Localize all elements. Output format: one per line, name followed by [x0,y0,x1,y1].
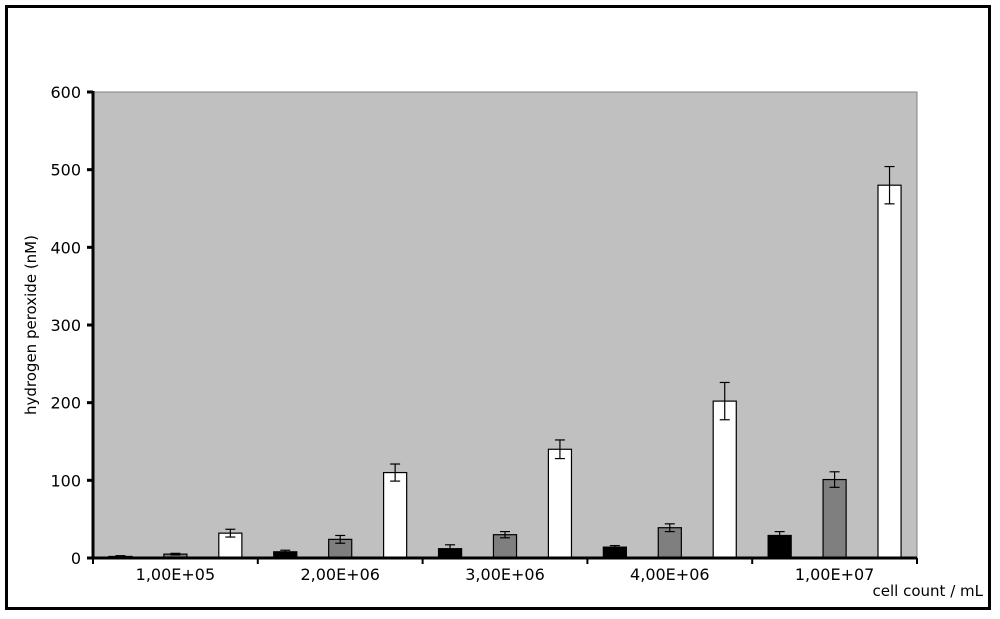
error-bar-s3-1,00E+07 [884,165,895,205]
error-bar-s3-2,00E+06 [390,463,401,482]
bars [108,184,902,559]
error-bar-s2-4,00E+06 [664,523,675,533]
x-tick-label: 4,00E+06 [630,565,710,584]
error-bar-s1-3,00E+06 [445,544,456,554]
x-tick-label: 1,00E+07 [795,565,875,584]
y-tick-label: 500 [50,161,81,180]
bar-s3-4,00E+06 [712,400,737,559]
error-bar-s3-1,00E+05 [225,528,236,538]
bar-s3-3,00E+06 [547,448,573,559]
y-tick-label: 200 [50,394,81,413]
y-tick-label: 300 [50,316,81,335]
error-bar-s1-2,00E+06 [280,549,291,554]
error-bar-s3-4,00E+06 [719,381,730,421]
error-bar-s1-4,00E+06 [609,544,620,550]
error-bar-s2-2,00E+06 [335,534,346,544]
x-tick-label: 1,00E+05 [136,565,216,584]
bar-s3-1,00E+07 [877,184,902,559]
axes [87,90,918,564]
error-bar-s1-1,00E+07 [774,530,785,540]
bar-s2-1,00E+07 [822,478,847,559]
error-bar-s2-1,00E+07 [829,471,840,488]
y-tick-label: 100 [50,471,81,490]
bar-s3-2,00E+06 [382,471,408,559]
y-tick-label: 400 [50,238,81,257]
error-bar-s3-3,00E+06 [554,439,565,460]
x-tick-label: 2,00E+06 [300,565,380,584]
tick-labels: 0 100 200 300 400 500 600 1,00E+05 2,00E+06 3,00E… [50,83,874,584]
x-tick-label: 3,00E+06 [465,565,545,584]
bar-s2-4,00E+06 [657,527,682,559]
y-tick-label: 600 [50,83,81,102]
y-tick-label: 0 [71,549,81,568]
x-axis-title: cell count / mL [873,582,984,600]
y-axis-title: hydrogen peroxide (nM) [22,235,40,415]
error-bar-s2-1,00E+05 [170,552,181,556]
plot-area [92,91,918,559]
error-bar-s2-3,00E+06 [500,530,510,539]
